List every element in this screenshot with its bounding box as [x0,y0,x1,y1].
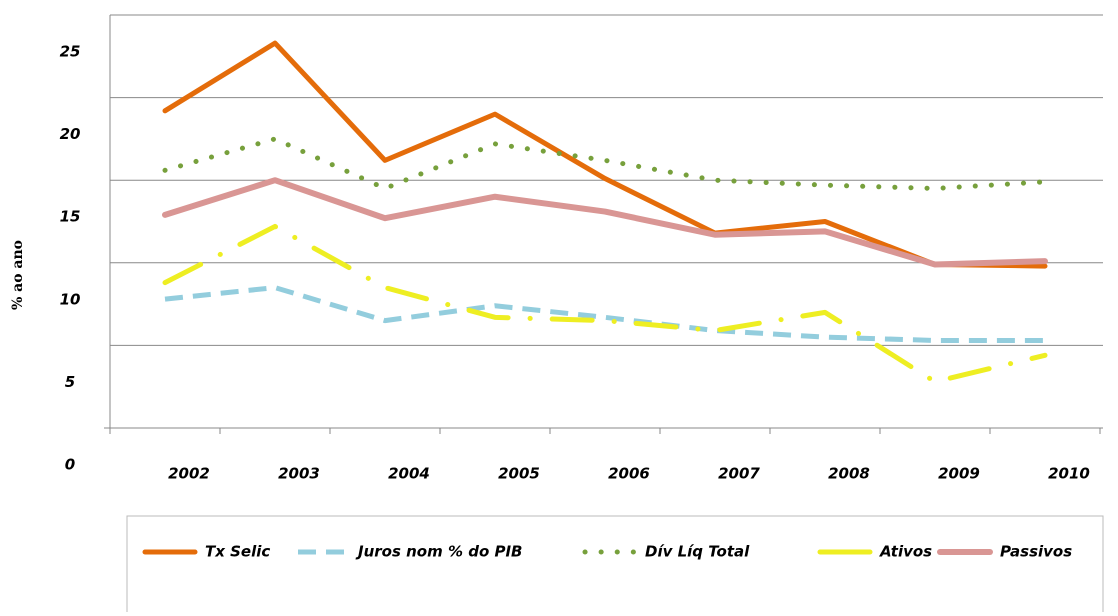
legend-label: Tx Selic [205,543,270,561]
series-line [164,285,1045,343]
legend-label: Dív Líq Total [645,543,750,561]
y-tick-label: 10 [60,290,81,308]
x-tick-label: 2002 [168,465,210,483]
y-tick-label: 20 [60,125,81,143]
legend-label: Passivos [1000,543,1072,561]
x-tick-label: 2008 [828,465,870,483]
y-tick-label: 15 [60,208,81,226]
x-tick-label: 2007 [718,465,760,483]
x-tick-label: 2006 [608,465,650,483]
series-line [162,40,1048,269]
x-tick-label: 2010 [1048,465,1090,483]
x-tick-label: 2005 [498,465,540,483]
y-tick-label: 5 [65,373,75,391]
series-line [162,177,1048,268]
y-axis-label: % ao ano [10,240,26,310]
x-tick-label: 2009 [938,465,980,483]
legend-box [126,515,1104,616]
x-tick-label: 2003 [278,465,320,483]
x-tick-label: 2004 [388,465,430,483]
series-line [162,223,1048,385]
legend-label: Juros nom % do PIB [355,543,522,561]
y-tick-label: 0 [65,456,75,474]
legend-label: Ativos [879,543,932,561]
y-tick-label: 25 [60,43,81,61]
series-line [162,136,1048,191]
